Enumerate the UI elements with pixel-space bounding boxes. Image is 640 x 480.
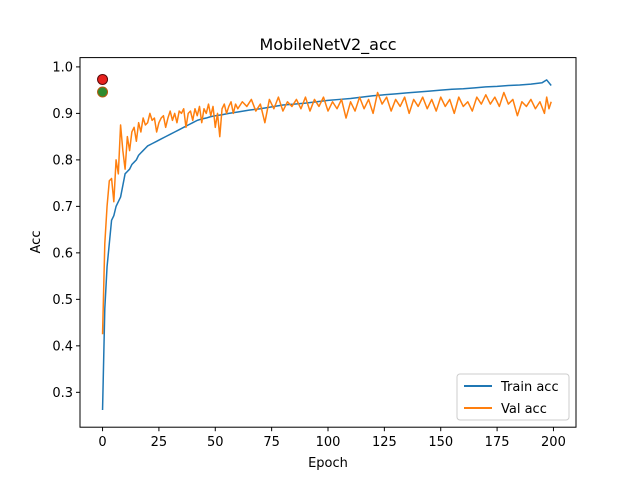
x-tick-label: 25 [151,435,168,450]
legend-label-train: Train acc [500,380,559,395]
x-tick-label: 100 [316,435,341,450]
y-tick-label: 1.0 [52,60,73,75]
x-axis-ticks: 0 25 50 75 100 125 150 175 200 [98,427,566,450]
marker-point-1 [97,86,109,98]
x-tick-label: 50 [207,435,224,450]
marker-point-0 [97,73,109,85]
y-tick-label: 0.3 [52,386,73,401]
series-layer [101,79,552,411]
x-tick-label: 175 [485,435,510,450]
y-tick-label: 0.7 [52,200,73,215]
series-line-train-acc [101,79,552,411]
x-tick-label: 125 [372,435,397,450]
chart-title: MobileNetV2_acc [259,35,396,55]
y-tick-label: 0.9 [52,107,73,122]
y-tick-label: 0.6 [52,246,73,261]
legend: Train acc Val acc [456,373,570,421]
marker-layer [97,73,109,98]
y-tick-label: 0.8 [52,153,73,168]
x-axis-label: Epoch [308,456,348,471]
x-tick-label: 75 [263,435,280,450]
y-tick-label: 0.5 [52,293,73,308]
y-tick-label: 0.4 [52,339,73,354]
x-tick-label: 0 [98,435,106,450]
x-tick-label: 200 [541,435,566,450]
series-line-val-acc [101,91,552,335]
y-axis-ticks: 0.3 0.4 0.5 0.6 0.7 0.8 0.9 1.0 [52,60,80,401]
legend-label-val: Val acc [501,402,547,417]
x-tick-label: 150 [428,435,453,450]
y-axis-label: Acc [29,231,44,254]
